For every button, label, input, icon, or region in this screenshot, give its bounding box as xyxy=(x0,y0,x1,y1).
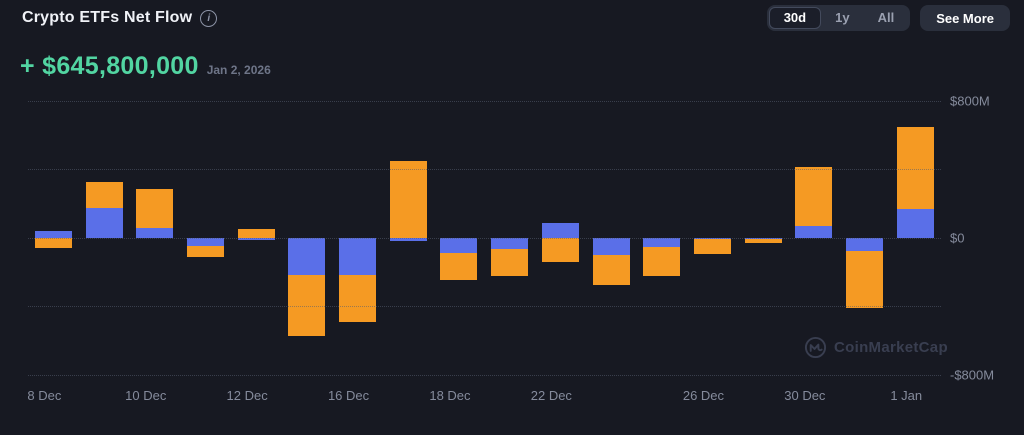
gridline xyxy=(28,237,941,239)
x-axis-label: 12 Dec xyxy=(226,388,268,403)
range-option-all[interactable]: All xyxy=(864,7,909,29)
bar-segment-blue[interactable] xyxy=(491,237,529,249)
x-axis-label: 10 Dec xyxy=(125,388,167,403)
bar-segment-orange[interactable] xyxy=(136,189,174,229)
bar-segment-orange[interactable] xyxy=(339,275,377,322)
bar-segment-orange[interactable] xyxy=(541,237,579,262)
range-option-1y[interactable]: 1y xyxy=(821,7,863,29)
bar-segment-blue[interactable] xyxy=(389,237,427,242)
bar-segment-orange[interactable] xyxy=(389,160,427,238)
bar-segment-orange[interactable] xyxy=(693,239,731,254)
bar-segment-blue[interactable] xyxy=(846,237,884,252)
coinmarketcap-watermark: CoinMarketCap xyxy=(804,336,948,359)
bar-segment-blue[interactable] xyxy=(795,226,833,238)
bar-segment-blue[interactable] xyxy=(592,237,630,255)
bar-segment-orange[interactable] xyxy=(744,238,782,243)
y-axis-label: $800M xyxy=(950,93,990,109)
bar-segment-orange[interactable] xyxy=(896,127,934,210)
bar-segment-orange[interactable] xyxy=(237,228,275,238)
netflow-date: Jan 2, 2026 xyxy=(206,63,271,77)
range-toggle: 30d 1y All xyxy=(766,5,911,31)
bar-segment-orange[interactable] xyxy=(85,182,123,208)
bar-segment-blue[interactable] xyxy=(896,209,934,238)
bar-segment-orange[interactable] xyxy=(795,166,833,227)
x-axis-label: 16 Dec xyxy=(327,388,370,403)
gridline xyxy=(28,374,941,376)
bar-segment-orange[interactable] xyxy=(34,237,72,248)
bar-segment-orange[interactable] xyxy=(491,248,529,277)
gridline xyxy=(28,101,941,102)
bar-segment-blue[interactable] xyxy=(186,237,224,247)
header: Crypto ETFs Net Flow i xyxy=(22,9,218,27)
page-title: Crypto ETFs Net Flow xyxy=(22,9,193,26)
bar-segment-blue[interactable] xyxy=(440,237,478,254)
bar-segment-blue[interactable] xyxy=(339,237,377,276)
bar-segment-orange[interactable] xyxy=(846,251,884,309)
bar-segment-orange[interactable] xyxy=(440,253,478,281)
bar-segment-orange[interactable] xyxy=(186,246,224,257)
y-axis-label: $0 xyxy=(950,230,965,246)
bar-segment-blue[interactable] xyxy=(288,237,326,275)
x-axis-label: 1 Jan xyxy=(890,388,923,403)
watermark-text: CoinMarketCap xyxy=(834,339,948,356)
netflow-headline: + $645,800,000 Jan 2, 2026 xyxy=(20,52,271,81)
header-controls: 30d 1y All See More xyxy=(766,5,1010,31)
see-more-button[interactable]: See More xyxy=(920,5,1010,31)
x-axis-label: 18 Dec xyxy=(429,388,471,403)
bar-segment-orange[interactable] xyxy=(643,247,681,276)
netflow-value: + $645,800,000 xyxy=(20,52,199,80)
bar-segment-blue[interactable] xyxy=(643,237,681,248)
bar-segment-blue[interactable] xyxy=(34,230,72,238)
bar-segment-orange[interactable] xyxy=(592,254,630,285)
x-axis-label: 26 Dec xyxy=(682,388,725,403)
gridline xyxy=(28,306,941,308)
range-option-30d[interactable]: 30d xyxy=(768,7,822,29)
bar-segment-blue[interactable] xyxy=(85,207,123,238)
x-axis-label: 8 Dec xyxy=(27,388,62,403)
bar-segment-blue[interactable] xyxy=(237,237,275,241)
bar-segment-orange[interactable] xyxy=(288,274,326,337)
bar-segment-blue[interactable] xyxy=(136,228,174,238)
y-axis-label: -$800M xyxy=(950,367,995,382)
bar-segment-blue[interactable] xyxy=(541,223,579,238)
coinmarketcap-logo-icon xyxy=(804,336,827,359)
x-axis-label: 30 Dec xyxy=(784,388,826,403)
x-axis-label: 22 Dec xyxy=(530,388,572,403)
info-icon[interactable]: i xyxy=(200,9,218,27)
